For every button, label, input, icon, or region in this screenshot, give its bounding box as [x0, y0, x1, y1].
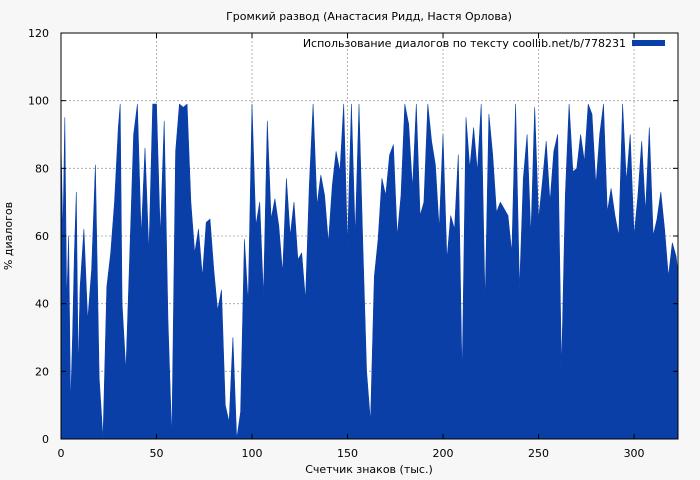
y-tick-label: 100: [28, 95, 49, 108]
y-tick-label: 40: [35, 298, 49, 311]
chart-title: Громкий развод (Анастасия Ридд, Настя Ор…: [226, 10, 512, 23]
y-tick-label: 60: [35, 230, 49, 243]
x-axis-label: Счетчик знаков (тыс.): [305, 463, 433, 476]
x-tick-label: 50: [150, 447, 164, 460]
series-area: [60, 103, 679, 440]
y-axis-label: % диалогов: [2, 202, 15, 270]
legend-swatch: [632, 40, 665, 46]
x-tick-label: 100: [242, 447, 263, 460]
x-tick-label: 150: [337, 447, 358, 460]
x-tick-label: 0: [58, 447, 65, 460]
x-tick-label: 300: [624, 447, 645, 460]
ticks: 0 50 100 150 200 250 300 0 20 40 60 80 100 120: [28, 27, 678, 460]
y-tick-label: 80: [35, 162, 49, 175]
legend: Использование диалогов по тексту coollib…: [303, 37, 665, 50]
x-tick-label: 250: [528, 447, 549, 460]
y-tick-label: 120: [28, 27, 49, 40]
x-tick-label: 200: [433, 447, 454, 460]
y-tick-label: 0: [42, 433, 49, 446]
grid: [61, 33, 678, 439]
y-tick-label: 20: [35, 365, 49, 378]
legend-label: Использование диалогов по тексту coollib…: [303, 37, 626, 50]
series-group: [60, 103, 679, 440]
